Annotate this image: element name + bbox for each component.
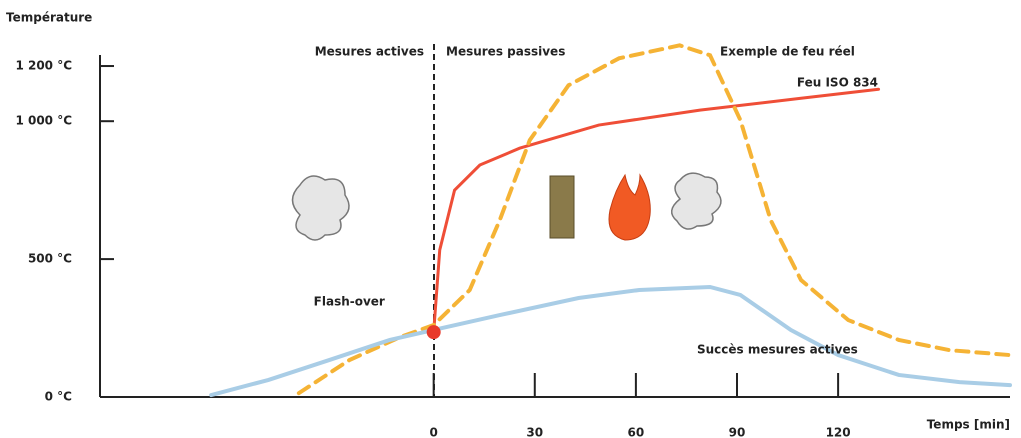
series-line bbox=[434, 89, 879, 332]
annotation: Mesures actives bbox=[315, 45, 424, 59]
x-tick-label: 60 bbox=[628, 426, 645, 438]
annotation: Mesures passives bbox=[446, 45, 565, 59]
smoke-icon bbox=[293, 173, 722, 240]
x-tick-label: 30 bbox=[526, 426, 543, 438]
y-tick-label: 0 °C bbox=[45, 390, 73, 404]
flashover-label: Flash-over bbox=[314, 295, 385, 309]
page: Température Temps [min] Mesures actives … bbox=[0, 0, 1021, 438]
fire-icon bbox=[609, 175, 650, 240]
x-tick-label: 0 bbox=[429, 426, 437, 438]
x-tick-label: 90 bbox=[729, 426, 746, 438]
chart: Température Temps [min] Mesures actives … bbox=[0, 0, 1021, 438]
series-label: Feu ISO 834 bbox=[797, 76, 878, 90]
x-tick-label: 120 bbox=[826, 426, 851, 438]
y-tick-label: 500 °C bbox=[28, 252, 72, 266]
series-label: Exemple de feu réel bbox=[720, 45, 855, 59]
y-tick-label: 1 200 °C bbox=[15, 59, 72, 73]
series-line bbox=[299, 45, 1010, 393]
x-axis-label: Temps [min] bbox=[927, 418, 1010, 432]
y-axis-label: Température bbox=[6, 11, 92, 25]
y-tick-label: 1 000 °C bbox=[15, 114, 72, 128]
wall-icon bbox=[550, 176, 574, 238]
series-label: Succès mesures actives bbox=[697, 343, 858, 357]
flashover-point bbox=[427, 325, 441, 339]
